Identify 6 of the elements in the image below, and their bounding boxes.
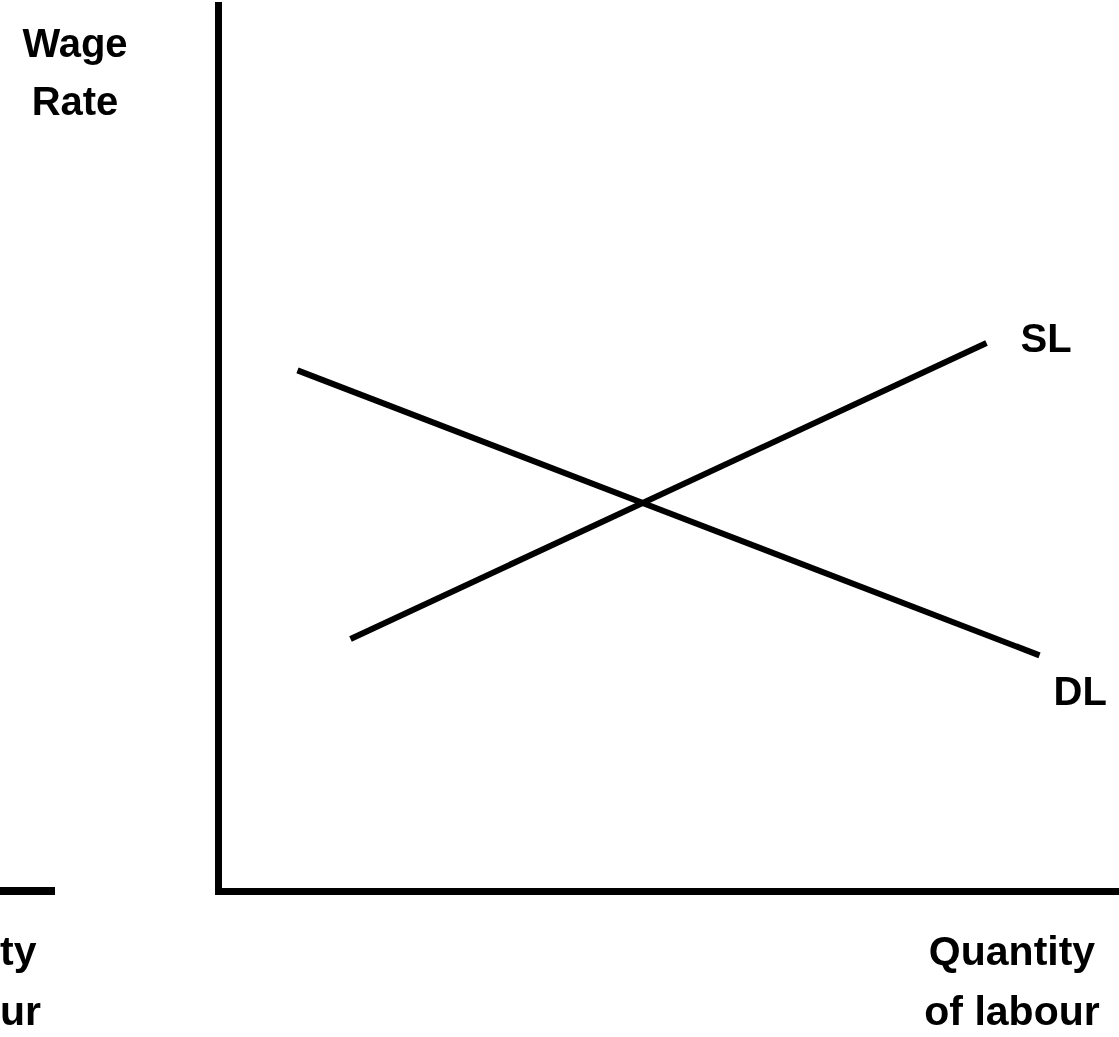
- text: ur: [0, 987, 41, 1036]
- x-axis-title: Quantity of labour: [923, 927, 1101, 1036]
- text: Wage Rate: [21, 20, 129, 125]
- series-label: SL: [1020, 316, 1072, 360]
- series-label: DL: [1053, 669, 1107, 714]
- text: ty: [0, 927, 37, 976]
